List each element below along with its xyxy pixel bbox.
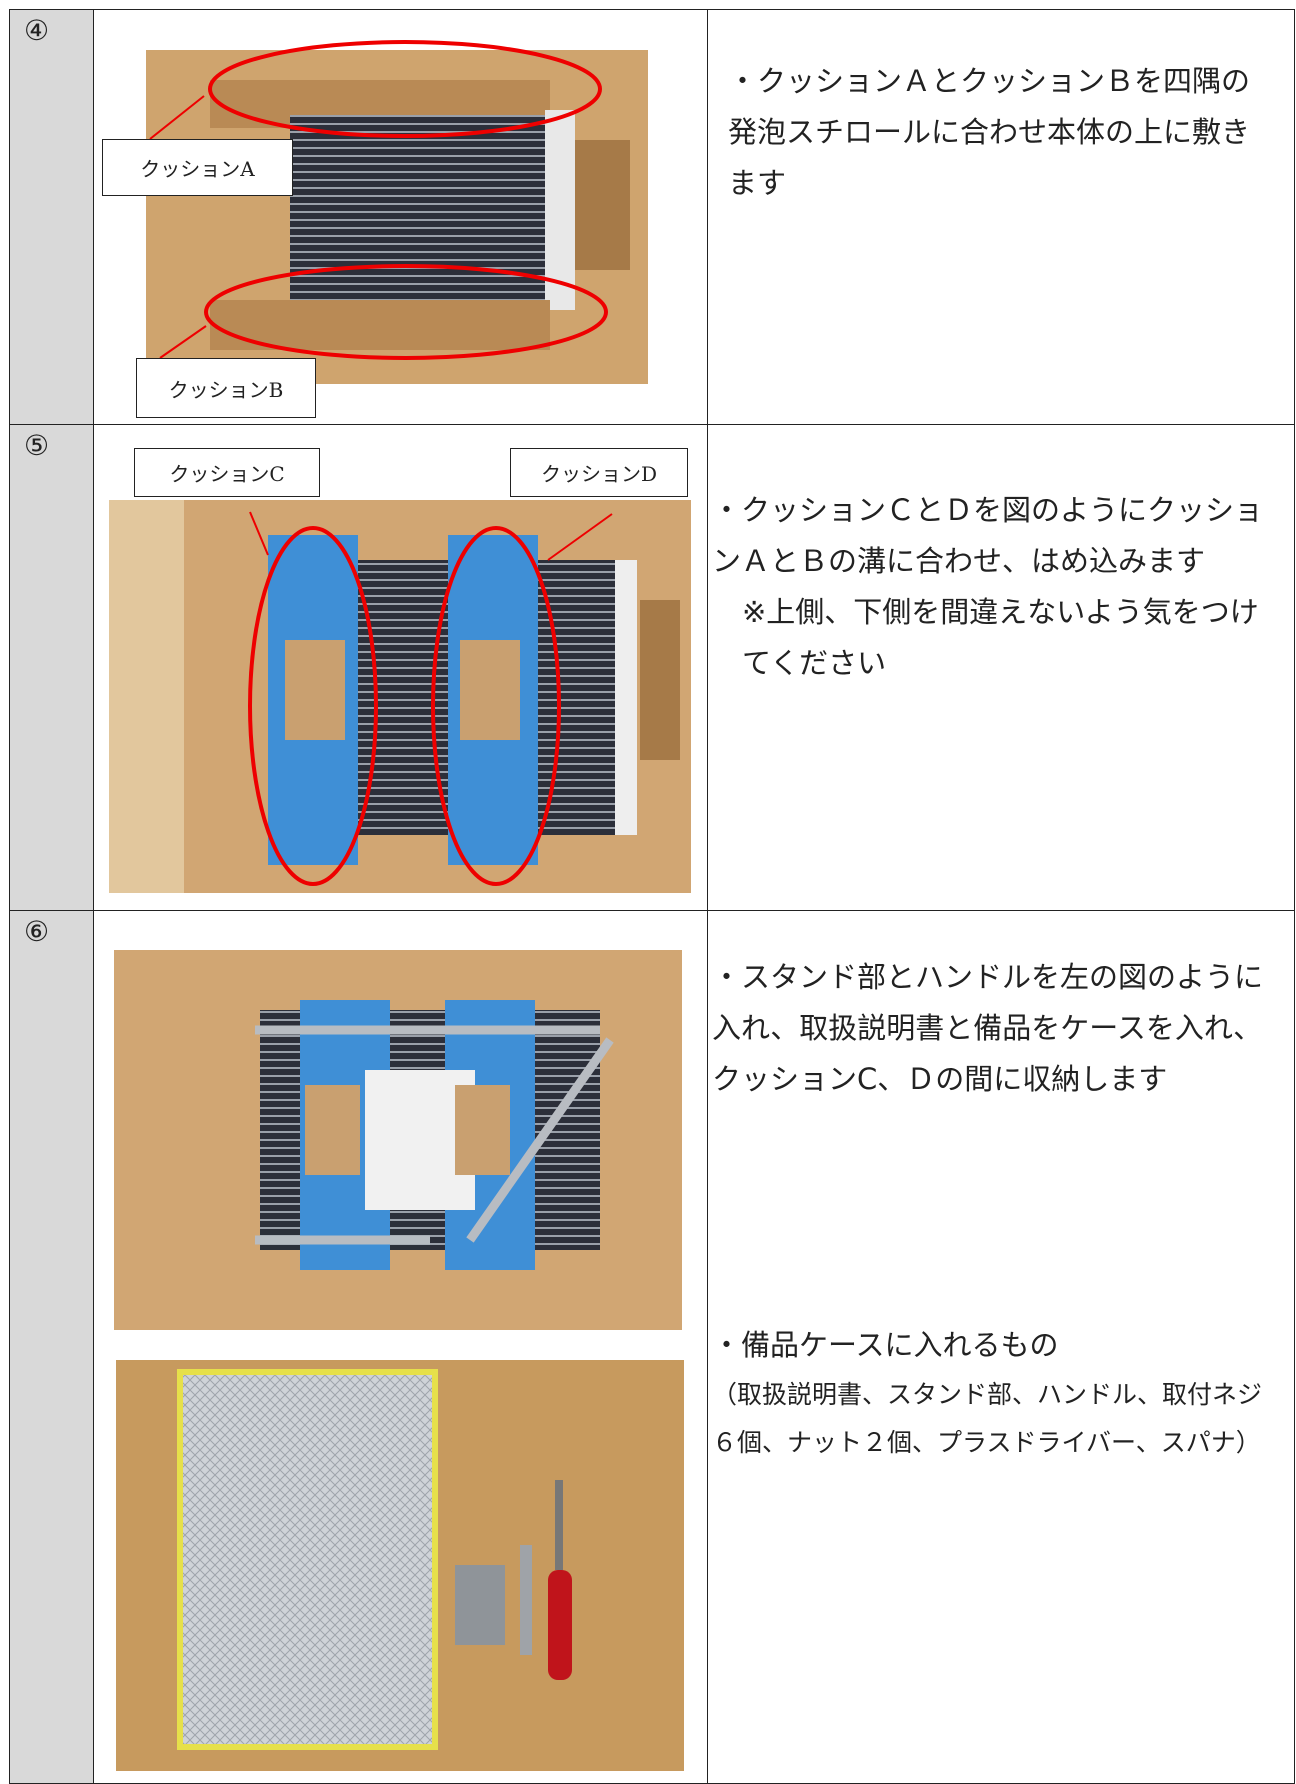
photo — [109, 500, 691, 893]
step-cell: ④ — [9, 9, 94, 425]
step-number: ④ — [24, 14, 50, 47]
photo — [114, 950, 682, 1330]
photo — [146, 40, 648, 384]
instruction: ・備品ケースに入れるもの （取扱説明書、スタンド部、ハンドル、取付ネジ６個、ナッ… — [712, 1320, 1282, 1467]
photo — [116, 1360, 684, 1771]
paragraph: ・スタンド部とハンドルを左の図のように入れ、取扱説明書と備品をケースを入れ、クッ… — [712, 960, 1264, 1096]
callout-label: クッションA — [102, 139, 293, 196]
callout-label: クッションD — [510, 448, 688, 497]
paragraph: ・備品ケースに入れるもの — [712, 1328, 1059, 1362]
instruction: ・クッションＣとＤを図のようにクッションＡとＢの溝に合わせ、はめ込みます ※上側… — [712, 485, 1282, 689]
instruction: ・クッションＡとクッションＢを四隅の発泡スチロールに合わせ本体の上に敷きます — [728, 56, 1276, 209]
paragraph: ・クッションＡとクッションＢを四隅の発泡スチロールに合わせ本体の上に敷きます — [728, 64, 1251, 200]
callout-label: クッションB — [136, 358, 316, 418]
callout-label: クッションC — [134, 448, 320, 497]
step-number: ⑤ — [24, 429, 50, 462]
step-cell: ⑥ — [9, 910, 94, 1784]
paragraph: ※上側、下側を間違えないよう気をつけてください — [742, 595, 1259, 680]
paragraph: （取扱説明書、スタンド部、ハンドル、取付ネジ６個、ナット２個、プラスドライバー、… — [712, 1380, 1263, 1457]
step-number: ⑥ — [24, 915, 50, 948]
paragraph: ・クッションＣとＤを図のようにクッションＡとＢの溝に合わせ、はめ込みます — [712, 493, 1264, 578]
instruction: ・スタンド部とハンドルを左の図のように入れ、取扱説明書と備品をケースを入れ、クッ… — [712, 952, 1282, 1105]
